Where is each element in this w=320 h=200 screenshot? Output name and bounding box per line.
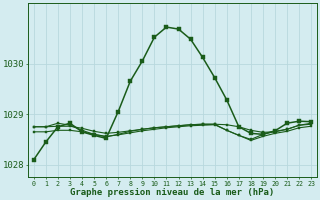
X-axis label: Graphe pression niveau de la mer (hPa): Graphe pression niveau de la mer (hPa) — [70, 188, 275, 197]
